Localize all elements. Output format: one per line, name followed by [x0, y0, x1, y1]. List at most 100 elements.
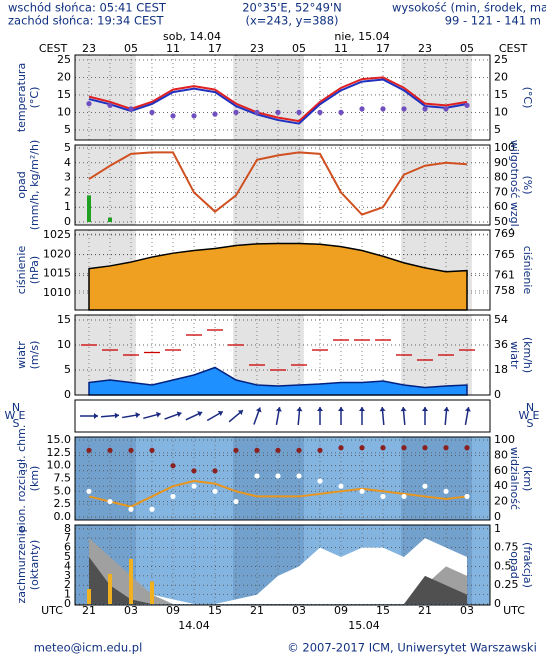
tick-label: 4	[64, 559, 71, 572]
dot	[422, 445, 428, 451]
tick-label: 758	[494, 284, 515, 297]
dot	[191, 113, 197, 119]
tick-label: 20	[494, 495, 508, 508]
dot	[275, 447, 281, 453]
axis-title: opad	[508, 551, 521, 578]
arrow-head	[422, 407, 428, 411]
tick-label: 3	[64, 171, 71, 184]
tick-label: 60	[494, 464, 508, 477]
wind-arrow	[379, 406, 386, 426]
tick-label: 90	[494, 156, 508, 169]
dot	[317, 109, 323, 115]
tick-label: 1010	[43, 286, 71, 299]
tick-label: 1020	[43, 247, 71, 260]
dot	[275, 109, 281, 115]
dot	[317, 447, 323, 453]
tick-label: 50	[494, 215, 508, 228]
arrow-head	[197, 411, 203, 417]
dot	[443, 445, 449, 451]
tick-label: 0	[64, 597, 71, 610]
dot	[170, 113, 176, 119]
tick-label: 54	[494, 313, 508, 326]
bar	[129, 558, 133, 605]
arrow-head	[443, 407, 450, 412]
panel-frame	[74, 54, 491, 141]
axis-title: ciśnienie	[521, 246, 534, 295]
panel-frame	[74, 144, 491, 226]
time-label: 03	[292, 604, 306, 617]
compass-label: W	[519, 409, 530, 422]
arrow-head	[317, 407, 323, 411]
direction-bg	[74, 399, 491, 433]
dot	[233, 498, 239, 505]
axis-title: (hPa)	[28, 256, 41, 284]
tick-label: 100	[494, 141, 515, 154]
wind-arrow	[296, 406, 303, 426]
tick-label: 70	[494, 185, 508, 198]
sunrise: wschód słońca: 05:41 CEST	[8, 1, 167, 15]
height-title: wysokość (min, środek, max)	[392, 1, 546, 15]
time-label: 17	[208, 42, 222, 55]
dot	[128, 447, 134, 453]
tick-label: 80	[494, 171, 508, 184]
bar	[108, 573, 112, 605]
tick-label: 0	[494, 510, 501, 523]
dot	[422, 106, 428, 112]
height: 99 - 121 - 141 m	[445, 14, 541, 28]
sunset: zachód słońca: 19:34 CEST	[8, 14, 165, 28]
tick-label: 2	[64, 185, 71, 198]
dot	[296, 473, 302, 479]
line	[88, 76, 468, 123]
dot	[422, 483, 428, 489]
arrow-head	[275, 407, 282, 412]
time-label: 15	[208, 604, 222, 617]
axis-title: (°C)	[28, 87, 41, 109]
tick-label: 1	[64, 200, 71, 213]
compass-label: N	[12, 401, 20, 414]
arrow-head	[237, 410, 243, 416]
dot	[128, 106, 134, 112]
panel-frame	[74, 524, 491, 606]
wind-arrow	[359, 407, 365, 425]
tick-label: 0	[494, 597, 501, 610]
axis-title: temperatura	[15, 63, 28, 132]
tick-label: 7	[64, 531, 71, 544]
tick-label: 5	[64, 141, 71, 154]
tick-label: 761	[494, 268, 515, 281]
axis-title: (frakcja)	[521, 542, 534, 588]
wind-arrow	[228, 409, 244, 423]
tick-label: 1	[64, 588, 71, 601]
dot	[170, 463, 176, 469]
arrow-head	[135, 412, 140, 419]
tick-label: 1	[494, 522, 501, 535]
dot	[149, 447, 155, 453]
timezone: CEST	[39, 42, 68, 55]
dot	[170, 493, 176, 500]
tick-label: 20	[57, 70, 71, 83]
time-label: 05	[124, 42, 138, 55]
tick-label: 10	[57, 105, 71, 118]
tick-label: 2	[64, 578, 71, 591]
axis-title: (%)	[521, 175, 534, 194]
arrow-head	[359, 407, 365, 411]
time-label: 11	[166, 42, 180, 55]
tick-label: 7.5	[54, 472, 72, 485]
arrow-head	[338, 407, 344, 411]
compass-label: W	[5, 409, 16, 422]
tick-label: 60	[494, 200, 508, 213]
bar	[150, 581, 154, 605]
dot	[212, 468, 218, 474]
compass-label: E	[19, 409, 26, 422]
dot	[296, 109, 302, 115]
tick-label: 25	[494, 53, 508, 66]
tick-label: 5	[64, 550, 71, 563]
dot	[212, 111, 218, 117]
timezone: UTC	[41, 604, 63, 617]
dot	[338, 109, 344, 115]
dot	[443, 488, 449, 494]
time-label: 23	[418, 42, 432, 55]
wind-arrow	[185, 411, 203, 421]
tick-label: 40	[494, 479, 508, 492]
dot	[128, 506, 134, 512]
